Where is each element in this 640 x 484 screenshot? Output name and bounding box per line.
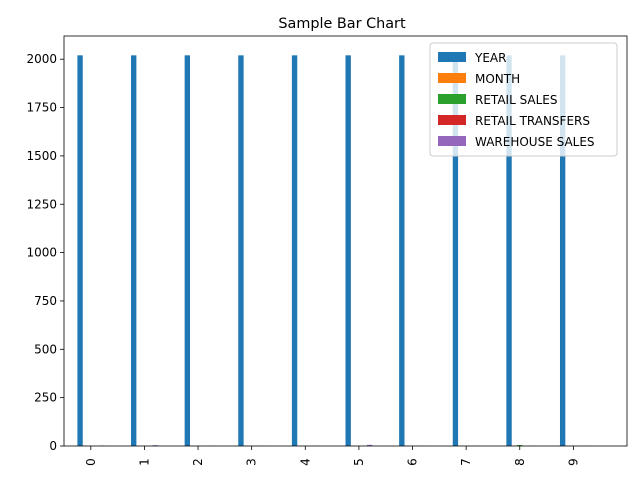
legend-label: RETAIL SALES (475, 93, 558, 107)
legend-label: YEAR (474, 51, 506, 65)
bar-year-4 (292, 55, 297, 446)
y-tick-label: 250 (34, 391, 57, 405)
x-tick-label: 0 (84, 458, 98, 466)
bar-year-5 (346, 55, 351, 446)
legend-swatch (438, 115, 466, 125)
legend-swatch (438, 136, 466, 146)
y-tick-label: 2000 (26, 52, 57, 66)
x-tick-label: 5 (352, 458, 366, 466)
y-tick-label: 0 (49, 439, 57, 453)
legend-label: MONTH (475, 72, 520, 86)
bar-year-0 (77, 55, 82, 446)
legend-swatch (438, 73, 466, 83)
x-tick-label: 1 (137, 458, 151, 466)
y-tick-label: 1000 (26, 246, 57, 260)
bar-year-6 (399, 55, 404, 446)
bar-year-1 (131, 55, 136, 446)
y-tick-label: 750 (34, 294, 57, 308)
y-tick-label: 1500 (26, 149, 57, 163)
legend-label: WAREHOUSE SALES (475, 135, 595, 149)
chart-title: Sample Bar Chart (278, 16, 406, 32)
legend-label: RETAIL TRANSFERS (475, 114, 590, 128)
x-tick-label: 9 (566, 458, 580, 466)
x-tick-label: 4 (298, 458, 312, 466)
legend-swatch (438, 52, 466, 62)
y-tick-label: 500 (34, 342, 57, 356)
bar-year-3 (238, 55, 243, 446)
x-tick-label: 7 (459, 458, 473, 466)
x-tick-label: 8 (513, 458, 527, 466)
x-tick-label: 2 (191, 458, 205, 466)
legend: YEAR MONTH RETAIL SALES RETAIL TRANSFERS WAR… (430, 43, 617, 156)
x-tick-label: 6 (406, 458, 420, 466)
legend-swatch (438, 94, 466, 104)
y-tick-label: 1750 (26, 101, 57, 115)
bar-year-2 (185, 55, 190, 446)
x-tick-label: 3 (245, 458, 259, 466)
y-tick-label: 1250 (26, 197, 57, 211)
